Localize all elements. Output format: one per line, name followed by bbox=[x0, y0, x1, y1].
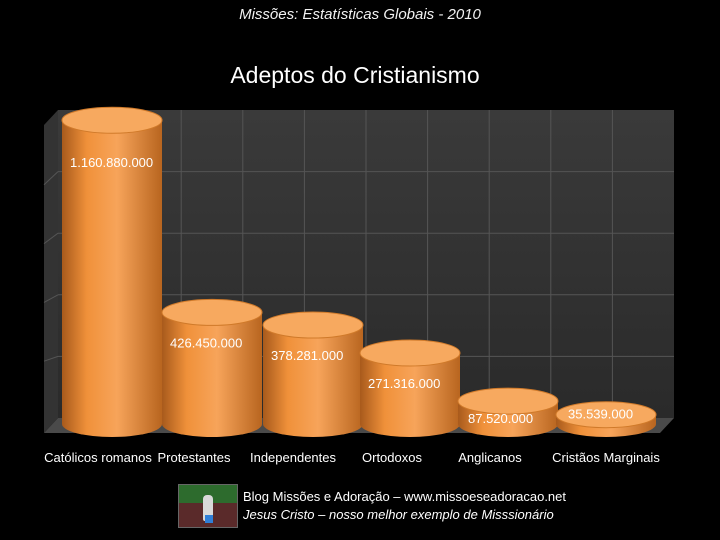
bars-group bbox=[61, 106, 657, 438]
category-label: Anglicanos bbox=[458, 450, 522, 465]
bar-top bbox=[359, 339, 461, 367]
grid-line-side bbox=[43, 232, 59, 245]
bar-5 bbox=[555, 401, 657, 437]
category-label: Protestantes bbox=[158, 450, 231, 465]
category-label: Católicos romanos bbox=[44, 450, 152, 465]
bar-1 bbox=[161, 298, 263, 437]
category-label: Cristãos Marginais bbox=[552, 450, 660, 465]
bar-top bbox=[61, 106, 163, 134]
footer-blog-line: Blog Missões e Adoração – www.missoesead… bbox=[243, 489, 567, 504]
bar-body bbox=[62, 120, 162, 438]
bar-body bbox=[162, 312, 262, 437]
bar-body bbox=[263, 325, 363, 437]
bar-chart: 1.160.880.000 Católicos romanos 426.450.00… bbox=[43, 106, 674, 465]
bar-body bbox=[360, 353, 460, 437]
bar-0 bbox=[61, 106, 163, 438]
value-label: 35.539.000 bbox=[568, 407, 633, 422]
value-label: 378.281.000 bbox=[271, 348, 343, 363]
chart-title: Adeptos do Cristianismo bbox=[230, 62, 480, 88]
labels-group: 1.160.880.000 Católicos romanos 426.450.00… bbox=[44, 155, 660, 465]
category-label: Independentes bbox=[250, 450, 337, 465]
side-wall bbox=[44, 110, 58, 433]
bar-4 bbox=[457, 387, 559, 437]
category-label: Ortodoxos bbox=[362, 450, 422, 465]
grid-line-side bbox=[43, 355, 59, 362]
page-subtitle: Missões: Estatísticas Globais - 2010 bbox=[239, 6, 481, 23]
bar-top bbox=[262, 311, 364, 339]
grid-line-side bbox=[43, 294, 59, 303]
blog-logo-image bbox=[178, 484, 238, 528]
bar-top bbox=[161, 298, 263, 326]
bar-2 bbox=[262, 311, 364, 437]
bar-top bbox=[457, 387, 559, 415]
value-label: 271.316.000 bbox=[368, 376, 440, 391]
bar-top bbox=[555, 401, 657, 429]
value-label: 87.520.000 bbox=[468, 411, 533, 426]
value-label: 1.160.880.000 bbox=[70, 155, 153, 170]
grid-line-side bbox=[43, 171, 59, 186]
footer-tagline: Jesus Cristo – nosso melhor exemplo de M… bbox=[243, 507, 554, 522]
value-label: 426.450.000 bbox=[170, 335, 242, 350]
bar-3 bbox=[359, 339, 461, 437]
